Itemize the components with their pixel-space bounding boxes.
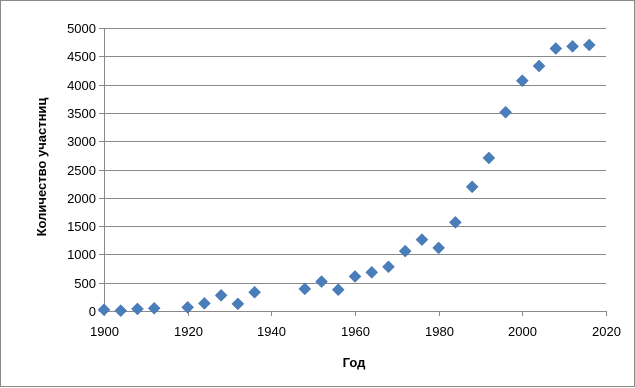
x-tick-label: 1900 [90, 324, 119, 339]
y-tick-label: 2000 [67, 191, 96, 206]
y-tick-label: 3500 [67, 106, 96, 121]
data-point [248, 285, 261, 299]
y-tick-labels: 0 500 1000 1500 2000 2500 3000 3500 4000 4500 5000 [67, 21, 96, 319]
data-point [532, 59, 546, 73]
gridlines [104, 28, 606, 284]
y-tick-label: 0 [89, 304, 96, 319]
y-tick-label: 2500 [67, 163, 96, 178]
x-tick-labels: 1900 1920 1940 1960 1980 2000 2020 [90, 324, 621, 339]
y-tick-label: 4500 [67, 49, 96, 64]
data-point [114, 304, 128, 318]
data-point [582, 38, 596, 52]
data-point [198, 297, 211, 310]
data-point [482, 151, 496, 165]
data-point [382, 260, 395, 274]
data-point [415, 233, 429, 247]
data-point [315, 275, 328, 288]
data-point [398, 244, 412, 258]
x-tick-label: 2020 [592, 324, 621, 339]
data-point [465, 180, 479, 194]
data-points [97, 38, 596, 318]
y-tick-label: 1500 [67, 219, 96, 234]
y-tick-label: 1000 [67, 247, 96, 262]
data-point [147, 301, 161, 315]
data-point [499, 105, 512, 119]
x-tick-label: 1920 [174, 324, 203, 339]
data-point [549, 42, 563, 55]
x-tick-label: 1980 [425, 324, 454, 339]
data-point [449, 216, 462, 229]
data-point [97, 303, 111, 317]
y-tick-label: 3000 [67, 134, 96, 149]
x-axis-title: Год [343, 355, 366, 370]
data-point [331, 283, 345, 297]
y-axis-title: Количество участниц [34, 98, 49, 237]
data-point [365, 265, 379, 279]
y-tick-label: 4000 [67, 78, 96, 93]
data-point [231, 297, 245, 311]
data-point [348, 270, 362, 283]
x-tick-label: 2000 [508, 324, 537, 339]
y-tick-label: 5000 [67, 21, 96, 36]
data-point [515, 74, 529, 88]
x-tick-label: 1960 [341, 324, 370, 339]
data-point [298, 282, 312, 296]
data-point [432, 241, 446, 255]
x-tick-label: 1940 [257, 324, 286, 339]
data-point [566, 39, 579, 53]
data-point [214, 288, 228, 302]
data-point [181, 300, 195, 314]
y-tick-label: 500 [74, 276, 96, 291]
data-point [131, 302, 144, 316]
